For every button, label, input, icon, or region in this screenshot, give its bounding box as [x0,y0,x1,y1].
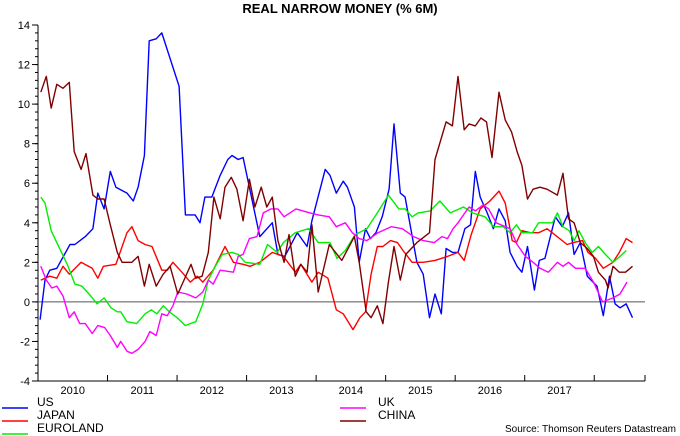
y-tick-label: -4 [20,376,30,388]
y-tick-label: -2 [20,336,30,348]
y-tick-label: 2 [24,257,30,269]
series-lines [39,32,634,354]
x-tick-label: 2012 [200,385,224,397]
x-tick-label: 2010 [61,385,85,397]
series-line-uk [40,204,628,354]
y-tick-label: 10 [18,99,30,111]
source-note: Source: Thomson Reuters Datastream [505,424,676,435]
x-tick-label: 2011 [130,385,154,397]
chart-title: REAL NARROW MONEY (% 6M) [242,1,437,16]
series-line-euroland [40,194,627,327]
legend-label-euroland: EUROLAND [37,421,104,435]
y-tick-label: 12 [18,60,30,72]
x-tick-label: 2015 [408,385,432,397]
legend-label-us: US [37,395,54,409]
x-tick-label: 2013 [269,385,293,397]
y-tick-label: 8 [24,139,30,151]
x-tick-label: 2014 [339,385,363,397]
series-line-us [39,32,634,320]
legend-label-japan: JAPAN [37,408,75,422]
y-tick-label: 4 [24,218,30,230]
legend-label-china: CHINA [378,408,415,422]
axes: 14 12 10 8 6 4 2 0 -2 -4 2010 2011 2012 2013 2014 2015 2… [18,20,646,397]
y-tick-label: 6 [24,178,30,190]
x-tick-label: 2016 [478,385,502,397]
y-tick-label: 0 [24,297,30,309]
series-line-japan [40,190,633,331]
y-tick-label: 14 [18,20,30,32]
series-line-china [40,75,633,325]
x-tick-label: 2017 [547,385,571,397]
legend-label-uk: UK [378,395,395,409]
